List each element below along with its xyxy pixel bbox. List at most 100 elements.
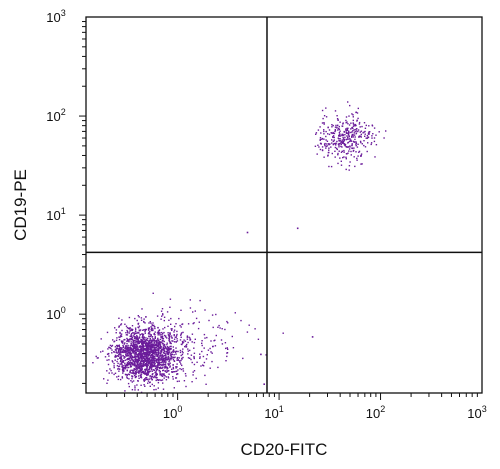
- data-point: [161, 341, 163, 343]
- data-point: [175, 335, 178, 337]
- data-point: [153, 352, 155, 354]
- data-point: [100, 338, 102, 340]
- data-point: [172, 368, 175, 370]
- data-point: [117, 368, 119, 370]
- data-point: [140, 355, 142, 358]
- data-point: [148, 345, 150, 347]
- data-point: [142, 358, 144, 360]
- data-point: [319, 148, 322, 151]
- data-point: [157, 337, 159, 340]
- data-point: [334, 110, 337, 112]
- data-point: [161, 348, 164, 351]
- data-point: [120, 357, 123, 360]
- data-point: [141, 359, 143, 362]
- data-point: [116, 365, 119, 367]
- data-point: [147, 333, 150, 335]
- data-point: [127, 358, 129, 360]
- data-point: [121, 351, 124, 354]
- data-point: [242, 357, 244, 360]
- data-point: [343, 144, 346, 146]
- data-point: [160, 350, 162, 352]
- data-point: [367, 142, 369, 144]
- data-point: [181, 353, 184, 356]
- data-point: [160, 352, 162, 354]
- data-point: [171, 357, 173, 359]
- data-point: [150, 364, 152, 366]
- data-point: [126, 329, 128, 332]
- data-point: [339, 157, 341, 159]
- data-point: [144, 368, 146, 371]
- data-point: [119, 350, 122, 352]
- data-point: [144, 379, 146, 381]
- data-point: [138, 364, 140, 366]
- data-point: [144, 363, 147, 365]
- data-point: [360, 130, 363, 132]
- data-point: [152, 292, 154, 294]
- data-point: [116, 360, 118, 363]
- data-point: [160, 358, 163, 361]
- data-point: [124, 367, 126, 369]
- data-point: [132, 332, 134, 334]
- data-point: [140, 375, 142, 377]
- data-point: [317, 144, 319, 146]
- data-point: [119, 354, 121, 356]
- data-point: [215, 313, 217, 316]
- data-point: [201, 350, 203, 353]
- data-point: [263, 383, 265, 385]
- data-point: [343, 131, 346, 133]
- data-point: [151, 361, 153, 364]
- data-point: [136, 345, 138, 348]
- data-point: [114, 356, 116, 358]
- data-point: [161, 331, 163, 334]
- data-point: [150, 334, 152, 336]
- data-point: [136, 356, 139, 358]
- data-point: [339, 138, 341, 140]
- data-point: [168, 335, 171, 337]
- data-point: [141, 371, 143, 373]
- data-point: [158, 360, 160, 362]
- data-point: [108, 372, 110, 374]
- data-point: [331, 124, 333, 126]
- data-point: [134, 330, 137, 332]
- data-point: [164, 326, 166, 329]
- data-point: [143, 320, 145, 323]
- data-point: [134, 376, 137, 379]
- data-point: [217, 326, 219, 328]
- data-point: [142, 353, 144, 355]
- data-point: [321, 146, 324, 148]
- data-point: [180, 363, 182, 365]
- data-point: [203, 333, 206, 336]
- data-point: [156, 359, 158, 361]
- data-point: [156, 344, 158, 347]
- data-point: [151, 350, 154, 352]
- data-point: [347, 134, 350, 136]
- data-point: [154, 336, 156, 338]
- data-point: [350, 140, 352, 142]
- data-point: [166, 347, 168, 349]
- data-point: [143, 329, 145, 331]
- data-point: [146, 339, 148, 342]
- data-point: [145, 362, 148, 364]
- data-point: [343, 138, 346, 141]
- data-point: [116, 345, 119, 348]
- data-point: [158, 339, 160, 342]
- data-point: [160, 379, 162, 382]
- data-point: [338, 142, 340, 145]
- data-point: [115, 332, 117, 334]
- data-point: [184, 340, 187, 342]
- data-point: [169, 341, 171, 343]
- data-point: [146, 359, 149, 362]
- data-point: [170, 347, 172, 350]
- data-point: [151, 356, 153, 358]
- data-point: [166, 342, 168, 344]
- data-point: [152, 359, 154, 362]
- data-point: [219, 327, 221, 329]
- data-point: [141, 339, 143, 341]
- data-point: [163, 331, 165, 334]
- data-point: [149, 361, 151, 363]
- data-point: [118, 325, 120, 327]
- data-point: [158, 361, 160, 363]
- data-point: [323, 130, 325, 133]
- data-point: [114, 372, 117, 374]
- data-point: [137, 315, 139, 317]
